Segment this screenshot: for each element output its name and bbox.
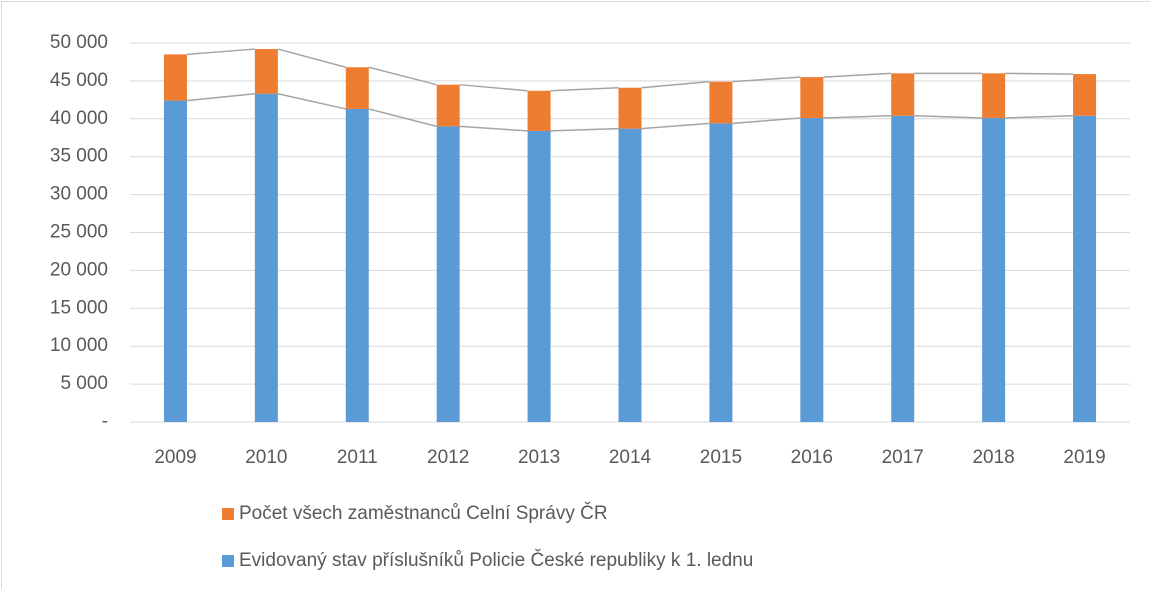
- y-tick-label: 15 000: [50, 297, 108, 318]
- x-tick-label: 2017: [882, 447, 924, 468]
- series-line: [1005, 115, 1074, 119]
- bar-segment: [436, 126, 460, 422]
- series-line: [823, 115, 892, 119]
- bar-segment: [1073, 74, 1097, 116]
- bar-segment: [618, 128, 642, 423]
- series-line: [823, 72, 892, 78]
- y-tick-label: 5 000: [60, 373, 108, 394]
- bar-segment: [800, 77, 824, 119]
- x-tick-label: 2018: [972, 447, 1014, 468]
- series-line: [550, 127, 619, 132]
- series-line: [732, 76, 801, 83]
- x-tick-label: 2015: [700, 447, 742, 468]
- x-tick-label: 2016: [791, 447, 833, 468]
- bar-segment: [527, 130, 551, 423]
- y-tick-label: 25 000: [50, 222, 108, 243]
- series-line: [368, 66, 437, 86]
- y-tick-label: 40 000: [50, 108, 108, 129]
- bar-segment: [709, 81, 733, 124]
- bar-segment: [436, 84, 460, 127]
- y-tick-label: -: [102, 411, 108, 432]
- series-line: [277, 48, 346, 68]
- bar-segment: [618, 87, 642, 129]
- bar-segment: [891, 115, 915, 422]
- series-line: [732, 117, 801, 125]
- y-tick-label: 30 000: [50, 184, 108, 205]
- y-tick-label: 45 000: [50, 70, 108, 91]
- y-tick-label: 35 000: [50, 146, 108, 167]
- series-line: [550, 86, 619, 92]
- series-line: [459, 83, 528, 92]
- series-line: [1005, 72, 1074, 75]
- x-tick-label: 2011: [337, 447, 378, 468]
- series-line: [641, 80, 710, 89]
- series-line: [641, 122, 710, 130]
- series-line: [186, 48, 255, 56]
- bar-segment: [163, 54, 187, 101]
- bar-segment: [891, 73, 915, 116]
- bar-segment: [345, 67, 369, 109]
- x-tick-label: 2009: [154, 447, 196, 468]
- y-tick-label: 20 000: [50, 259, 108, 280]
- bar-segment: [527, 90, 551, 131]
- x-tick-label: 2013: [518, 447, 560, 468]
- legend-label: Evidovaný stav příslušníků Policie České…: [239, 549, 753, 571]
- x-tick-label: 2010: [245, 447, 287, 468]
- legend-swatch: [222, 555, 234, 567]
- series-line: [459, 125, 528, 132]
- bar-segment: [1073, 115, 1097, 422]
- x-tick-label: 2012: [427, 447, 469, 468]
- bar-segment: [709, 123, 733, 423]
- bar-segment: [254, 93, 278, 422]
- bar-segment: [982, 118, 1006, 423]
- x-tick-label: 2019: [1063, 447, 1105, 468]
- series-line: [914, 115, 983, 119]
- bar-segment: [345, 108, 369, 423]
- y-tick-label: 10 000: [50, 335, 108, 356]
- bar-segment: [982, 73, 1006, 119]
- legend-label: Počet všech zaměstnanců Celní Správy ČR: [239, 502, 608, 524]
- series-line: [277, 93, 346, 110]
- x-tick-label: 2014: [609, 447, 652, 468]
- y-tick-label: 50 000: [50, 32, 108, 53]
- series-line: [368, 108, 437, 128]
- bar-segment: [254, 49, 278, 94]
- series-line: [186, 93, 255, 102]
- bar-segment: [800, 118, 824, 423]
- bar-segment: [163, 100, 187, 422]
- legend-swatch: [222, 508, 234, 520]
